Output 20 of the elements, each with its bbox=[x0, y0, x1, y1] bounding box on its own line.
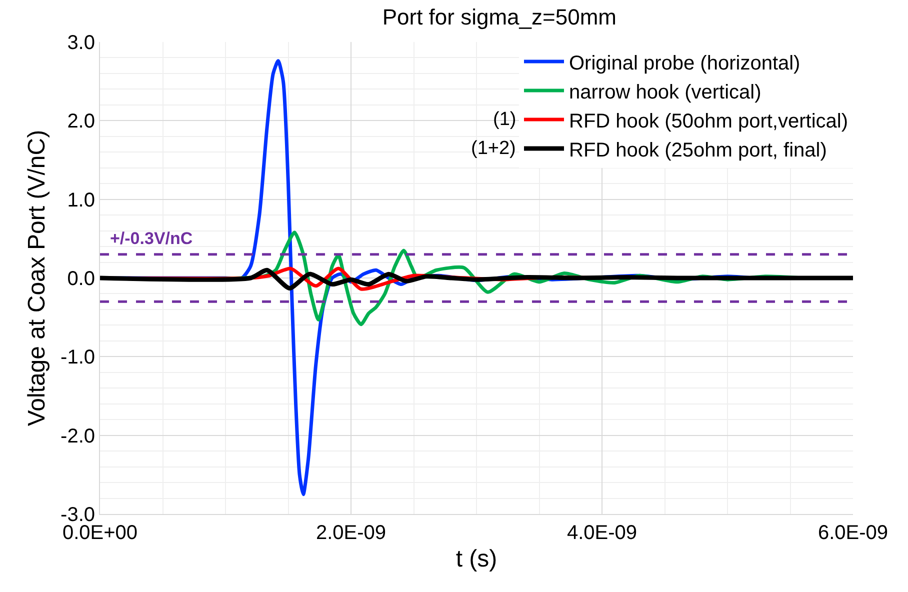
chart-title: Port for sigma_z=50mm bbox=[382, 4, 616, 30]
legend-label: Original probe (horizontal) bbox=[569, 52, 800, 74]
y-tick-label: 2.0 bbox=[67, 110, 95, 133]
y-tick-label: 3.0 bbox=[67, 32, 95, 54]
y-axis-title: Voltage at Coax Port (V/nC) bbox=[24, 130, 51, 426]
annotation: (1+2) bbox=[471, 138, 516, 159]
legend-label: RFD hook (25ohm port, final) bbox=[569, 139, 827, 162]
x-tick-label: 6.0E-09 bbox=[818, 522, 888, 544]
line-series bbox=[100, 268, 853, 290]
y-tick-label: -1.0 bbox=[60, 346, 95, 369]
x-tick-label: 4.0E-09 bbox=[566, 522, 638, 544]
y-tick-label: 1.0 bbox=[67, 189, 95, 212]
x-axis-title: t (s) bbox=[456, 545, 498, 572]
y-tick-label: 0.0 bbox=[67, 268, 95, 290]
legend-label: narrow hook (vertical) bbox=[569, 81, 762, 104]
y-tick-label: -2.0 bbox=[60, 425, 95, 448]
legend-label: RFD hook (50ohm port,vertical) bbox=[569, 110, 848, 132]
annotation: (1) bbox=[493, 109, 516, 130]
ref-line-label: +/-0.3V/nC bbox=[110, 229, 193, 248]
x-tick-label: 2.0E-09 bbox=[316, 522, 386, 544]
